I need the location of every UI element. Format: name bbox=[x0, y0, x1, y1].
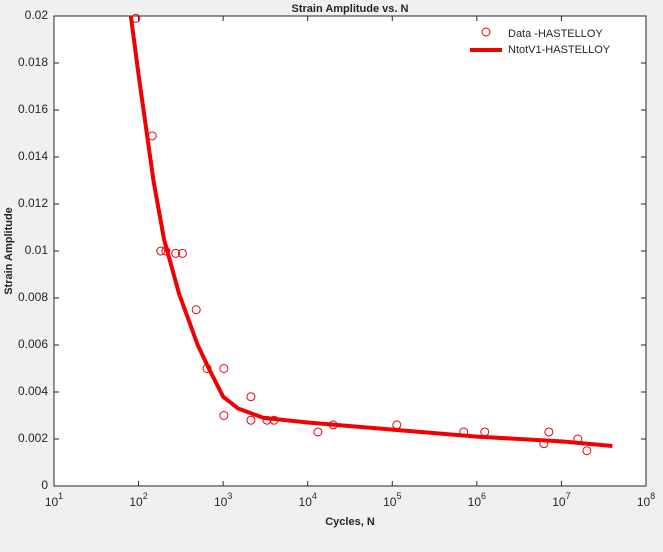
y-tick-label: 0 bbox=[41, 478, 48, 492]
data-point bbox=[582, 446, 592, 456]
y-tick-label: 0.01 bbox=[25, 243, 49, 257]
data-point bbox=[219, 411, 229, 420]
legend-label: NtotV1-HASTELLOY bbox=[508, 44, 611, 56]
y-tick-label: 0.014 bbox=[18, 149, 48, 163]
x-axis-label: Cycles, N bbox=[325, 516, 375, 528]
x-tick-label: 106 bbox=[468, 491, 486, 509]
plot-area bbox=[53, 15, 647, 487]
y-tick-label: 0.008 bbox=[18, 290, 48, 304]
legend-label: Data -HASTELLOY bbox=[508, 28, 603, 40]
data-point bbox=[246, 415, 256, 425]
data-point bbox=[313, 427, 323, 437]
curve bbox=[128, 15, 613, 449]
x-tick-label: 105 bbox=[383, 491, 401, 509]
legend: Data -HASTELLOY NtotV1-HASTELLOY bbox=[470, 27, 611, 56]
data-point bbox=[177, 248, 187, 258]
y-tick-label: 0.002 bbox=[18, 431, 48, 445]
data-point bbox=[246, 392, 256, 402]
y-tick-label: 0.004 bbox=[18, 384, 48, 398]
y-tick-label: 0.012 bbox=[18, 196, 48, 210]
data-point bbox=[219, 364, 229, 373]
x-tick-label: 102 bbox=[129, 491, 147, 509]
chart-title: Strain Amplitude vs. N bbox=[292, 3, 409, 15]
data-point bbox=[171, 248, 181, 258]
legend-marker bbox=[481, 27, 491, 37]
y-tick-label: 0.02 bbox=[25, 8, 49, 22]
y-tick-label: 0.006 bbox=[18, 337, 48, 351]
data-point bbox=[191, 305, 201, 315]
data-point bbox=[156, 246, 166, 256]
x-tick-label: 103 bbox=[214, 491, 232, 509]
y-axis-label: Strain Amplitude bbox=[3, 207, 15, 295]
x-tick-label: 107 bbox=[552, 491, 570, 509]
x-tick-label: 104 bbox=[299, 491, 317, 509]
y-tick-label: 0.018 bbox=[18, 55, 48, 69]
x-tick-label: 108 bbox=[637, 491, 655, 509]
x-tick-label: 101 bbox=[45, 491, 63, 509]
data-point bbox=[544, 427, 554, 437]
y-tick-label: 0.016 bbox=[18, 102, 48, 116]
